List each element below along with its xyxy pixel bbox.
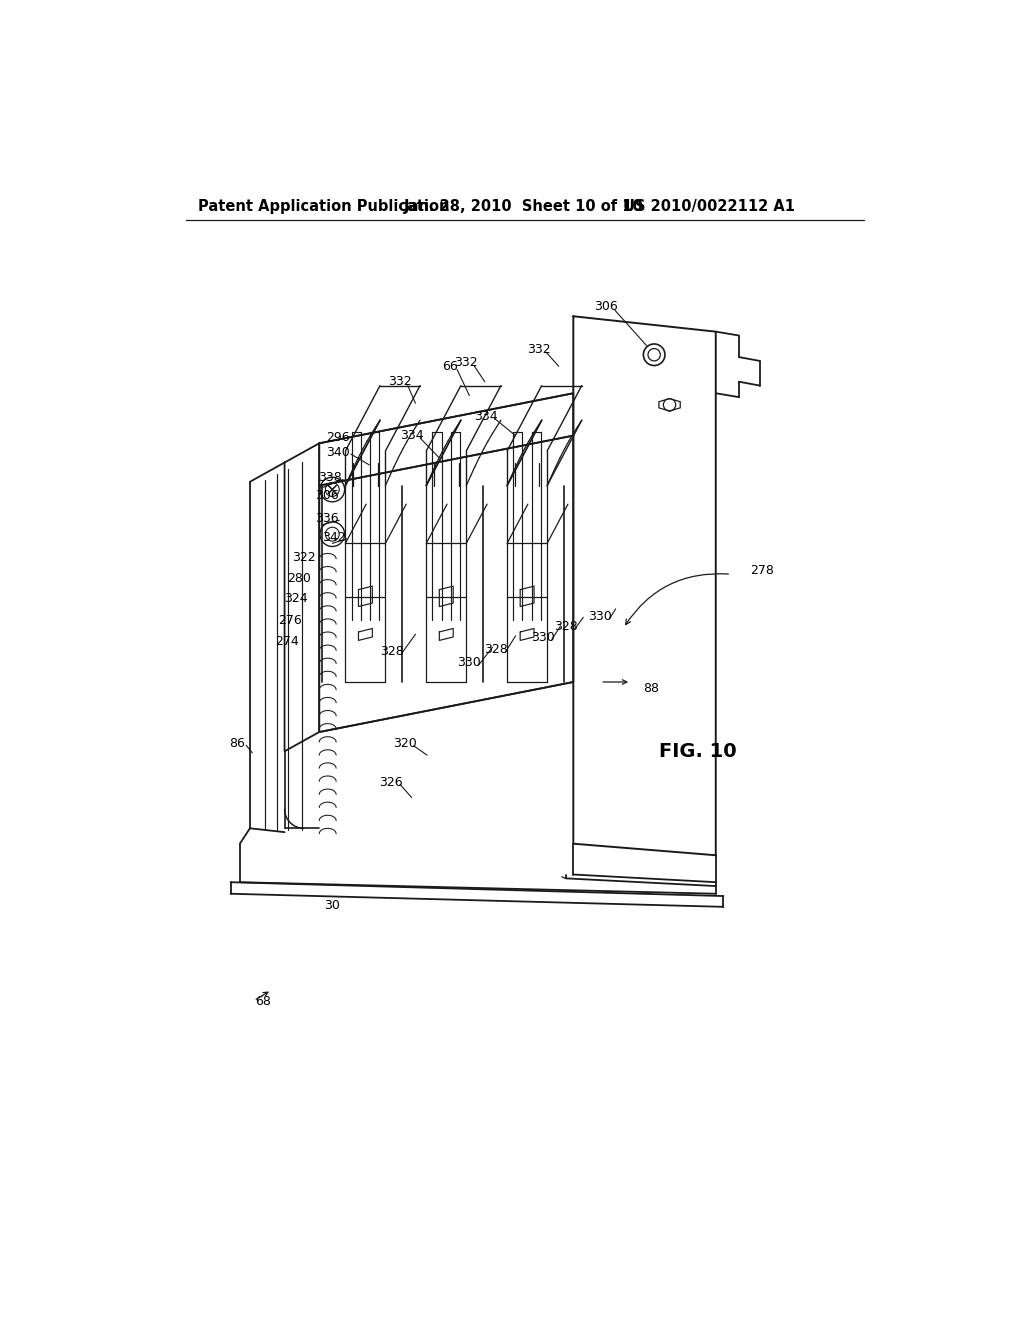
Text: 324: 324 bbox=[284, 593, 307, 606]
Text: 30: 30 bbox=[325, 899, 340, 912]
Text: 332: 332 bbox=[388, 375, 412, 388]
Text: 332: 332 bbox=[526, 343, 551, 356]
Text: US 2010/0022112 A1: US 2010/0022112 A1 bbox=[624, 198, 796, 214]
Text: 68: 68 bbox=[255, 995, 271, 1008]
Text: 328: 328 bbox=[554, 620, 578, 634]
Text: 334: 334 bbox=[474, 409, 498, 422]
Text: 330: 330 bbox=[458, 656, 481, 669]
Text: 320: 320 bbox=[393, 737, 417, 750]
Text: 334: 334 bbox=[399, 429, 423, 442]
Text: 66: 66 bbox=[442, 360, 458, 372]
Text: 326: 326 bbox=[379, 776, 402, 788]
Text: 332: 332 bbox=[454, 356, 477, 370]
Text: 338: 338 bbox=[318, 471, 342, 484]
Text: Patent Application Publication: Patent Application Publication bbox=[199, 198, 450, 214]
Text: 328: 328 bbox=[484, 643, 508, 656]
Text: 328: 328 bbox=[381, 644, 404, 657]
Text: 330: 330 bbox=[589, 610, 612, 623]
Text: Jan. 28, 2010  Sheet 10 of 10: Jan. 28, 2010 Sheet 10 of 10 bbox=[403, 198, 644, 214]
Text: 278: 278 bbox=[751, 564, 774, 577]
Text: 342: 342 bbox=[323, 531, 346, 544]
Text: 274: 274 bbox=[274, 635, 298, 648]
Text: FIG. 10: FIG. 10 bbox=[658, 742, 736, 760]
Text: 336: 336 bbox=[314, 512, 339, 525]
Text: 330: 330 bbox=[530, 631, 554, 644]
Text: 86: 86 bbox=[228, 737, 245, 750]
Text: 88: 88 bbox=[643, 681, 659, 694]
Text: 306: 306 bbox=[314, 490, 339, 502]
Text: 280: 280 bbox=[287, 572, 310, 585]
Text: 276: 276 bbox=[278, 614, 301, 627]
Text: 306: 306 bbox=[594, 300, 617, 313]
Text: 322: 322 bbox=[292, 550, 315, 564]
Text: 340: 340 bbox=[327, 446, 350, 459]
Text: 296: 296 bbox=[327, 430, 350, 444]
